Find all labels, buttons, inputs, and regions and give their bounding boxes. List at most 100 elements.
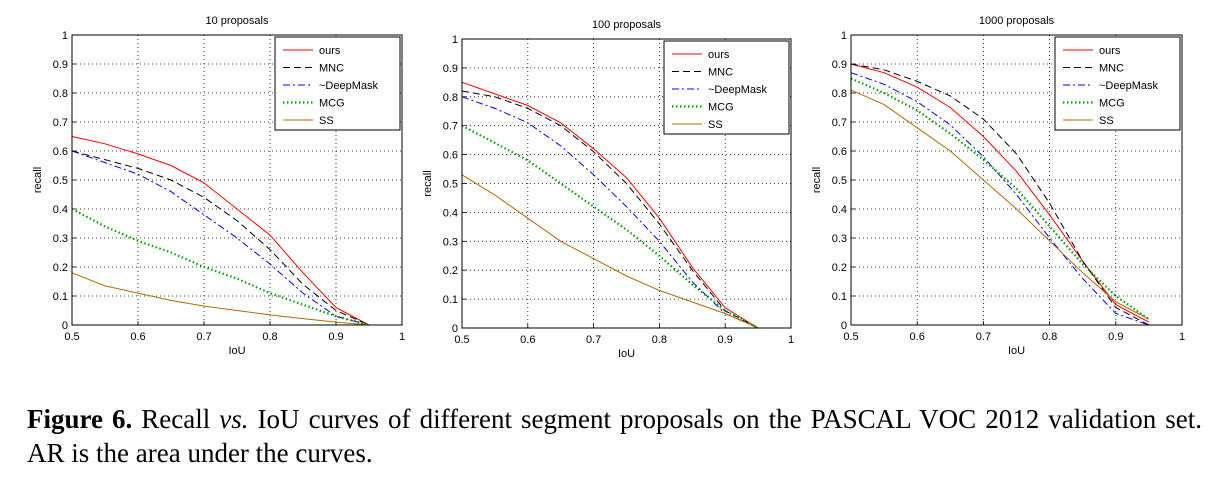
legend-label: MNC: [708, 67, 733, 79]
legend-label: SS: [319, 115, 334, 127]
y-axis-label: recall: [422, 170, 434, 196]
caption-text-1: Recall: [132, 404, 220, 434]
legend-box: [274, 36, 401, 131]
y-tick-label: 0: [62, 320, 68, 332]
legend-label: MCG: [708, 102, 734, 114]
y-tick-label: 0.6: [832, 146, 847, 158]
y-tick-label: 0.2: [832, 262, 847, 274]
x-tick-label: 1: [399, 331, 405, 343]
y-tick-label: 0.6: [443, 150, 458, 162]
y-tick-label: 0.2: [443, 265, 458, 277]
y-axis-label: recall: [811, 167, 823, 193]
y-tick-label: 0: [841, 320, 847, 332]
x-axis-label: IoU: [618, 348, 635, 360]
chart-title: 1000 proposals: [979, 15, 1055, 27]
y-axis-label: recall: [32, 167, 44, 193]
x-tick-label: 0.7: [976, 331, 991, 343]
series-line-mnc: [461, 90, 759, 329]
series-line-ours: [71, 136, 370, 326]
figure-label: Figure 6.: [27, 404, 133, 434]
y-tick-label: 0.5: [443, 179, 458, 191]
legend-label: ours: [708, 49, 730, 61]
axes-frame: [461, 38, 792, 329]
x-tick-label: 0.9: [328, 331, 343, 343]
x-tick-label: 0.7: [586, 334, 601, 346]
y-tick-label: 0.7: [53, 117, 68, 129]
x-tick-label: 0.9: [718, 334, 733, 346]
y-tick-label: 0.1: [832, 291, 847, 303]
legend-label: ~DeepMask: [1099, 80, 1159, 92]
series-line-ours: [461, 81, 759, 329]
figure-caption: Figure 6. Recall vs. IoU curves of diffe…: [27, 402, 1202, 470]
legend-label: SS: [1099, 115, 1114, 127]
series-line-deepmask: [850, 72, 1150, 326]
chart-panel-1: 0.5 0.6 0.7 0.8 0.9 1 0 0.1 0.2 0.3 0.4 0.5 0.6 0.7 0.…: [32, 15, 405, 357]
chart-panel-2: 0.5 0.6 0.7 0.8 0.9 1 0 0.1 0.2 0.3 0.4 0.5 0.6 0.7 0.…: [422, 19, 794, 360]
legend-label: MCG: [319, 98, 345, 110]
x-tick-label: 0.8: [1042, 331, 1057, 343]
y-tick-label: 1: [841, 30, 847, 42]
series-line-deepmask: [71, 150, 370, 326]
y-tick-label: 0.7: [832, 117, 847, 129]
axes-frame: [850, 34, 1183, 326]
x-tick-label: 0.6: [130, 331, 145, 343]
x-tick-label: 1: [788, 334, 794, 346]
x-tick-label: 0.6: [520, 334, 535, 346]
y-tick-label: 0.5: [832, 175, 847, 187]
caption-text-2: IoU curves of different segment proposal…: [27, 404, 1202, 468]
y-tick-label: 0: [452, 323, 458, 335]
series-line-ours: [850, 63, 1150, 323]
y-tick-label: 0.5: [53, 175, 68, 187]
y-tick-label: 0.9: [443, 63, 458, 75]
caption-vs: vs.: [219, 404, 249, 434]
legend: ours MNC ~DeepMask MCG SS: [274, 36, 401, 131]
chart-panel-3: 0.5 0.6 0.7 0.8 0.9 1 0 0.1 0.2 0.3 0.4 0.5 0.6 0.7 0.…: [811, 15, 1185, 357]
y-tick-label: 0.8: [443, 92, 458, 104]
series-line-ss: [71, 272, 370, 326]
x-axis-label: IoU: [228, 345, 245, 357]
x-tick-label: 0.8: [652, 334, 667, 346]
legend-label: MNC: [319, 63, 344, 75]
y-tick-label: 0.3: [832, 233, 847, 245]
x-tick-label: 0.5: [454, 334, 469, 346]
legend: ours MNC ~DeepMask MCG SS: [663, 40, 790, 135]
chart-title: 100 proposals: [592, 19, 662, 31]
legend-label: MNC: [1099, 63, 1124, 75]
chart-title: 10 proposals: [206, 15, 269, 27]
legend-label: ~DeepMask: [319, 80, 379, 92]
series-line-ss: [850, 89, 1150, 320]
axes-frame: [71, 34, 403, 326]
x-tick-label: 0.6: [910, 331, 925, 343]
charts-area: 0.5 0.6 0.7 0.8 0.9 1 0 0.1 0.2 0.3 0.4 0.5 0.6 0.7 0.…: [32, 15, 1185, 360]
series-line-ss: [461, 174, 759, 329]
x-tick-label: 1: [1179, 331, 1185, 343]
series-line-mnc: [71, 150, 370, 326]
y-tick-label: 0.9: [832, 59, 847, 71]
legend-label: SS: [708, 119, 723, 131]
y-tick-label: 0.1: [443, 294, 458, 306]
legend-box: [1054, 36, 1181, 131]
y-tick-label: 0.4: [53, 204, 68, 216]
x-tick-label: 0.8: [262, 331, 277, 343]
y-tick-label: 0.8: [53, 88, 68, 100]
y-tick-label: 0.4: [832, 204, 847, 216]
x-tick-label: 0.5: [64, 331, 79, 343]
legend: ours MNC ~DeepMask MCG SS: [1054, 36, 1181, 131]
y-tick-label: 0.1: [53, 291, 68, 303]
y-tick-label: 0.8: [832, 88, 847, 100]
legend-label: ~DeepMask: [708, 84, 768, 96]
x-tick-label: 0.7: [196, 331, 211, 343]
y-tick-label: 1: [452, 34, 458, 46]
y-tick-label: 0.6: [53, 146, 68, 158]
y-tick-label: 0.7: [443, 121, 458, 133]
legend-label: ours: [1099, 45, 1121, 57]
x-axis-label: IoU: [1008, 345, 1025, 357]
y-tick-label: 0.9: [53, 59, 68, 71]
x-tick-label: 0.5: [843, 331, 858, 343]
legend-label: MCG: [1099, 98, 1125, 110]
y-tick-label: 1: [62, 30, 68, 42]
legend-box: [663, 40, 790, 135]
y-tick-label: 0.3: [443, 236, 458, 248]
y-tick-label: 0.2: [53, 262, 68, 274]
y-tick-label: 0.4: [443, 207, 458, 219]
